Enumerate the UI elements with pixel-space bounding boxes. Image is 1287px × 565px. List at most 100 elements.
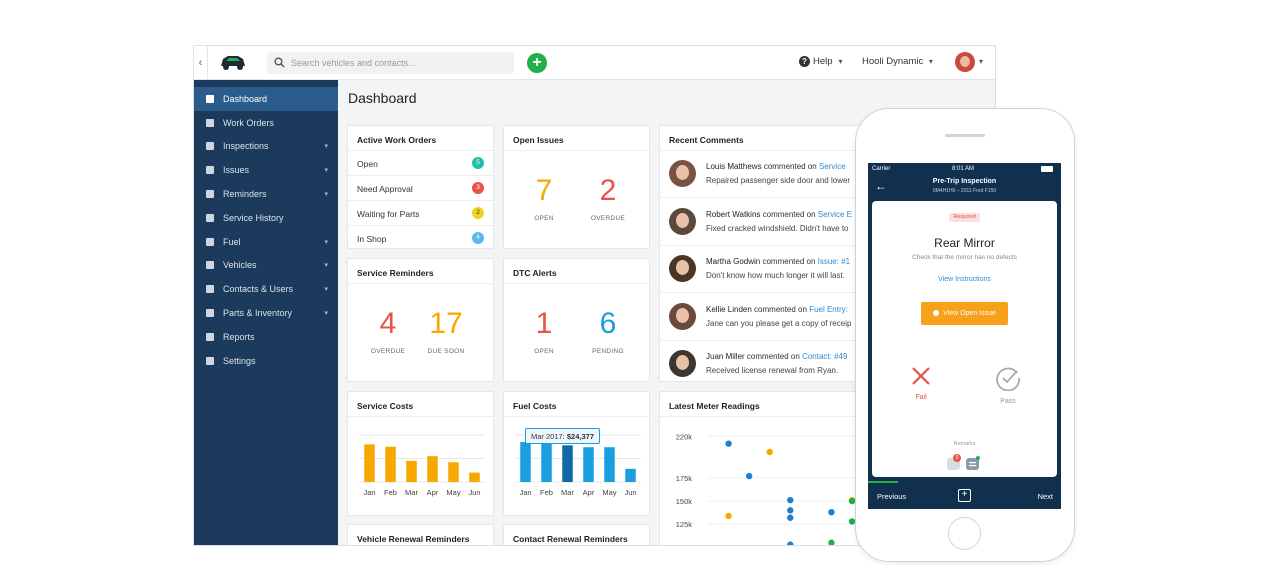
carrier-label: Carrier — [872, 166, 891, 172]
work-order-status-row[interactable]: In Shop 4 — [348, 226, 493, 248]
scatter-point[interactable] — [787, 514, 794, 521]
scatter-point[interactable] — [725, 512, 732, 520]
scatter-point[interactable] — [828, 508, 835, 516]
comment-header: Kellie Linden commented on Fuel Entry: — [706, 305, 848, 314]
sidebar-item-label: Reminders — [223, 189, 267, 200]
commenter-name[interactable]: Martha Godwin — [706, 257, 761, 266]
sidebar-item-work-orders[interactable]: Work Orders — [194, 111, 338, 135]
view-open-issue-button[interactable]: View Open Issue — [921, 302, 1008, 325]
comment-item[interactable]: Louis Matthews commented on Service Repai… — [660, 151, 994, 198]
previous-button[interactable]: Previous — [877, 492, 907, 501]
photo-icon[interactable] — [947, 454, 961, 470]
comment-subject-link[interactable]: Fuel Entry: — [809, 304, 848, 314]
search-icon — [274, 57, 285, 68]
service-costs-chart[interactable]: Jan Feb Mar Apr May Jun — [348, 417, 494, 516]
bar-feb[interactable] — [541, 439, 552, 482]
pass-button[interactable]: Pass — [993, 365, 1023, 405]
add-button[interactable]: + — [527, 53, 547, 73]
commenter-name[interactable]: Juan Miller — [706, 352, 745, 361]
commenter-name[interactable]: Kellie Linden — [706, 304, 752, 314]
sidebar-item-contacts-users[interactable]: Contacts & Users ▾ — [194, 277, 338, 301]
x-icon — [912, 367, 930, 385]
bar-apr[interactable] — [427, 456, 438, 482]
bar-mar[interactable] — [406, 460, 417, 482]
user-avatar[interactable] — [955, 52, 975, 72]
sidebar-item-service-history[interactable]: Service History — [194, 206, 338, 230]
y-tick-label: 100k — [676, 543, 693, 546]
back-arrow-icon[interactable]: ← — [875, 179, 887, 193]
help-menu[interactable]: ? Help ▾ — [799, 56, 843, 67]
comment-text: Repaired passenger side door and lower — [706, 176, 851, 185]
scatter-point[interactable] — [828, 539, 835, 546]
search-input[interactable] — [291, 52, 506, 74]
comment-item[interactable]: Robert Watkins commented on Service E Fix… — [660, 199, 994, 246]
comment-subject-link[interactable]: Service E — [817, 209, 852, 219]
view-instructions-link[interactable]: View Instructions — [938, 276, 991, 283]
service-reminders-overdue-value[interactable]: 4 — [379, 307, 397, 340]
comment-item[interactable]: Kellie Linden commented on Fuel Entry: Ja… — [660, 294, 994, 341]
sidebar-item-reminders[interactable]: Reminders ▾ — [194, 182, 338, 206]
avatar — [669, 255, 696, 282]
next-button[interactable]: Next — [1037, 492, 1053, 501]
bar-jun[interactable] — [469, 472, 480, 482]
bar-jan[interactable] — [520, 442, 531, 482]
comment-subject-link[interactable]: Issue: #1 — [817, 257, 851, 266]
dtc-pending-value[interactable]: 6 — [599, 307, 617, 340]
comment-header: Juan Miller commented on Contact: #49 — [706, 352, 847, 361]
bar-apr[interactable] — [583, 447, 594, 482]
open-issues-open-value[interactable]: 7 — [535, 174, 553, 207]
home-button[interactable] — [948, 517, 981, 550]
comment-subject-link[interactable]: Contact: #49 — [802, 352, 848, 361]
sidebar-item-parts-inventory[interactable]: Parts & Inventory ▾ — [194, 301, 338, 325]
bar-feb[interactable] — [385, 446, 396, 482]
card-title: Contact Renewal Reminders — [513, 534, 628, 544]
service-reminders-due-soon-label: DUE SOON — [427, 348, 465, 355]
sidebar-item-fuel[interactable]: Fuel ▾ — [194, 230, 338, 254]
bar-may[interactable] — [448, 462, 459, 482]
scatter-point[interactable] — [848, 518, 856, 525]
service-reminders-due-soon-value[interactable]: 17 — [429, 307, 463, 340]
sidebar-item-dashboard[interactable]: Dashboard — [194, 87, 338, 111]
sidebar-item-inspections[interactable]: Inspections ▾ — [194, 135, 338, 159]
note-icon[interactable] — [966, 456, 980, 470]
sidebar-collapse-button[interactable]: ‹ — [194, 46, 208, 80]
work-order-status-row[interactable]: Waiting for Parts 2 — [348, 201, 493, 226]
fail-button[interactable]: Fail — [906, 365, 936, 401]
add-remark-icon[interactable]: + — [958, 489, 971, 502]
bar-mar[interactable] — [562, 445, 573, 482]
bar-jan[interactable] — [364, 444, 375, 482]
scatter-point[interactable] — [848, 497, 856, 505]
scatter-point[interactable] — [787, 507, 794, 514]
sidebar-item-issues[interactable]: Issues ▾ — [194, 158, 338, 182]
phone-screen: Carrier 8:01 AM ← Pre-Trip Inspection 0M… — [868, 163, 1061, 509]
dtc-open-value[interactable]: 1 — [535, 307, 553, 340]
work-order-status-row[interactable]: Need Approval 3 — [348, 176, 493, 201]
comment-item[interactable]: Juan Miller commented on Contact: #49 Rec… — [660, 341, 994, 381]
scatter-point[interactable] — [766, 448, 773, 456]
sidebar-item-settings[interactable]: Settings — [194, 349, 338, 373]
scatter-point[interactable] — [787, 541, 794, 546]
comment-subject-link[interactable]: Service — [818, 162, 846, 171]
x-tick-label: Mar — [561, 488, 574, 497]
sidebar-item-reports[interactable]: Reports — [194, 325, 338, 349]
search-box[interactable] — [267, 52, 514, 74]
comment-item[interactable]: Martha Godwin commented on Issue: #1 Don'… — [660, 246, 994, 293]
scatter-point[interactable] — [787, 496, 794, 504]
scatter-point[interactable] — [725, 440, 732, 447]
commenter-name[interactable]: Robert Watkins — [706, 209, 761, 219]
sidebar-item-vehicles[interactable]: Vehicles ▾ — [194, 254, 338, 278]
fuel-costs-chart[interactable]: Jan Feb Mar Apr May Jun — [504, 417, 650, 516]
bar-jun[interactable] — [625, 468, 636, 482]
commenter-name[interactable]: Louis Matthews — [706, 162, 762, 171]
scatter-point[interactable] — [745, 472, 753, 480]
avatar — [669, 302, 696, 330]
account-menu[interactable]: Hooli Dynamic ▾ — [862, 56, 933, 67]
dtc-alerts-card: DTC Alerts 1 OPEN 6 PENDING — [503, 258, 650, 382]
bar-may[interactable] — [604, 447, 615, 482]
sidebar-item-label: Service History — [223, 212, 284, 223]
chevron-down-icon[interactable]: ▾ — [979, 57, 984, 66]
work-order-status-row[interactable]: Open 5 — [348, 151, 493, 176]
phone-speaker — [945, 134, 985, 137]
open-issues-overdue-value[interactable]: 2 — [599, 174, 617, 207]
logo-icon[interactable] — [218, 52, 248, 77]
